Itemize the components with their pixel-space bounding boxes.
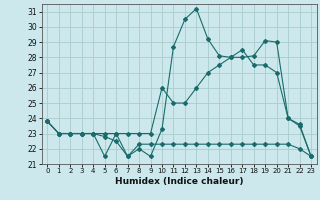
X-axis label: Humidex (Indice chaleur): Humidex (Indice chaleur) — [115, 177, 244, 186]
